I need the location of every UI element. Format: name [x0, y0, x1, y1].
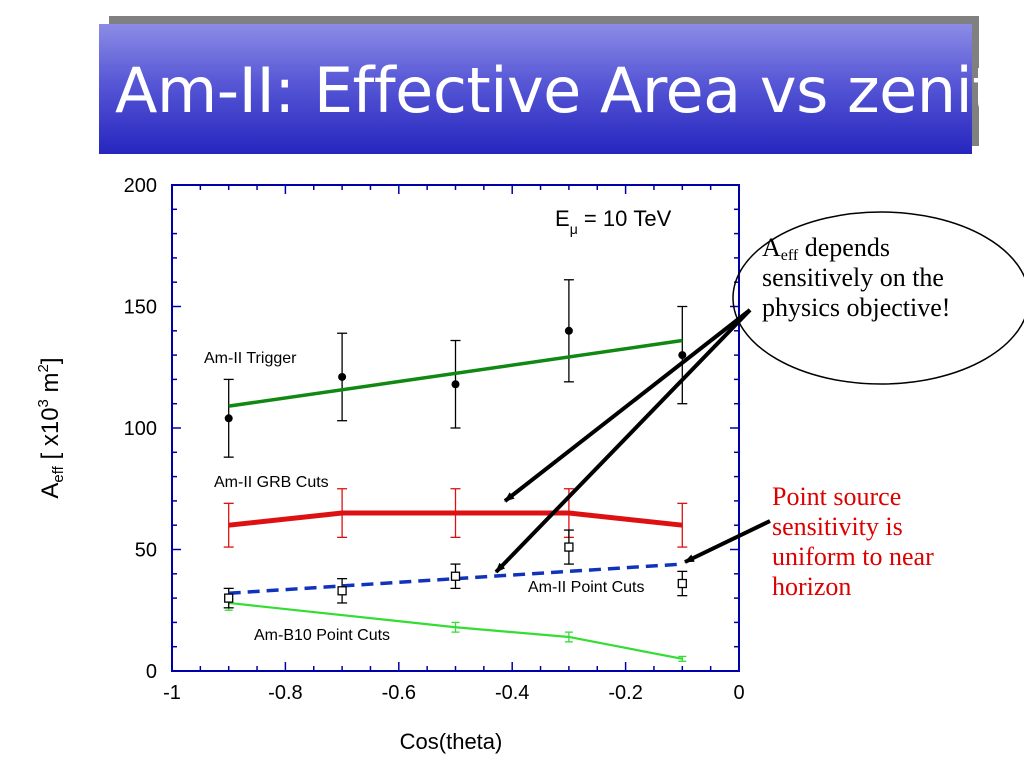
y-tick-label: 100	[124, 418, 157, 440]
point-marker	[450, 571, 461, 581]
y-axis-label-part: eff	[50, 465, 67, 482]
arrow-to-point-end	[684, 519, 771, 564]
arrow-to-grb	[503, 308, 752, 503]
x-tick-label: 0	[733, 682, 744, 704]
x-tick-label: -1	[163, 682, 181, 704]
arrow-to-point	[494, 308, 752, 574]
y-axis-label-part: m	[37, 372, 64, 399]
trigger-marker	[678, 351, 687, 360]
y-axis-label-part: 2	[35, 364, 52, 372]
point-marker	[564, 542, 574, 552]
sensitivity-callout-text: Aeff depends sensitively on the physics …	[762, 233, 950, 323]
series-label-point: Am-II Point Cuts	[528, 579, 644, 596]
callout-ellipse	[732, 211, 1024, 385]
point-marker	[677, 578, 687, 589]
energy-annotation-part: E	[555, 206, 570, 231]
series-label-b10: Am-B10 Point Cuts	[254, 627, 390, 644]
slide-title: Am-II: Effective Area vs zenith	[115, 54, 1024, 127]
series-label-trigger: Am-II Trigger	[204, 350, 297, 367]
trigger-marker	[338, 372, 347, 381]
x-tick-label: -0.4	[495, 682, 529, 704]
series-label-grb: Am-II GRB Cuts	[214, 474, 329, 491]
callout-line3: physics objective!	[762, 293, 951, 322]
title-banner: Am-II: Effective Area vs zenith	[99, 24, 1024, 154]
y-tick-label: 150	[124, 297, 157, 319]
point-callout-line3: uniform to near	[772, 542, 934, 571]
callout-aeff-sub: eff	[780, 247, 799, 264]
callout-line2: sensitively on the	[762, 263, 944, 292]
x-tick-label: -0.6	[382, 682, 416, 704]
callout-aeff-a: A	[762, 233, 781, 262]
y-axis-label-part: A	[37, 483, 64, 499]
trigger-marker	[564, 326, 573, 335]
y-axis-label-part: 3	[35, 399, 52, 407]
point-source-callout-text: Point source sensitivity is uniform to n…	[772, 482, 934, 602]
point-callout-line4: horizon	[772, 572, 852, 601]
point-marker	[337, 586, 347, 596]
point-marker	[224, 593, 234, 603]
grb-line	[228, 510, 683, 528]
x-tick-label: -0.8	[268, 682, 302, 704]
trigger-marker	[224, 414, 233, 423]
trigger-fit-line	[228, 338, 683, 408]
y-tick-label: 0	[146, 661, 157, 683]
y-axis-label: Aeff [ x103 m2]	[35, 357, 67, 498]
energy-annotation-part: = 10 TeV	[578, 206, 672, 231]
y-tick-label: 200	[124, 175, 157, 197]
energy-annotation: Eμ = 10 TeV	[555, 206, 672, 237]
callout-line1: depends	[798, 233, 890, 262]
b10-line	[228, 601, 683, 660]
point-callout-line2: sensitivity is	[772, 512, 903, 541]
x-tick-label: -0.2	[608, 682, 642, 704]
point-callout-line1: Point source	[772, 482, 902, 511]
y-tick-label: 50	[135, 540, 157, 562]
y-axis-label-part: ]	[37, 357, 64, 364]
y-axis-label-text: Aeff [ x103 m2]	[35, 357, 67, 498]
y-axis-label-part: [ x10	[37, 407, 64, 466]
x-axis-label: Cos(theta)	[400, 729, 503, 754]
energy-annotation-part: μ	[570, 221, 578, 237]
trigger-marker	[451, 380, 460, 389]
